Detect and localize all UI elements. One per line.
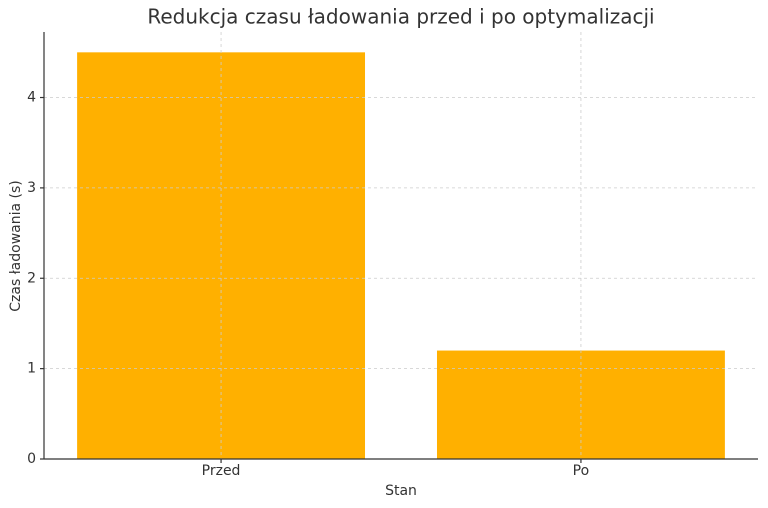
y-tick-label: 1 <box>27 361 36 377</box>
x-axis-label: Stan <box>385 483 417 499</box>
y-tick-label: 0 <box>27 451 36 467</box>
chart-title: Redukcja czasu ładowania przed i po opty… <box>147 5 654 29</box>
x-tick-label: Po <box>573 463 590 479</box>
y-tick-label: 4 <box>27 90 36 106</box>
x-tick-label: Przed <box>202 463 241 479</box>
y-axis-label: Czas ładowania (s) <box>8 180 24 312</box>
y-tick-label: 3 <box>27 180 36 196</box>
y-tick-label: 2 <box>27 270 36 286</box>
